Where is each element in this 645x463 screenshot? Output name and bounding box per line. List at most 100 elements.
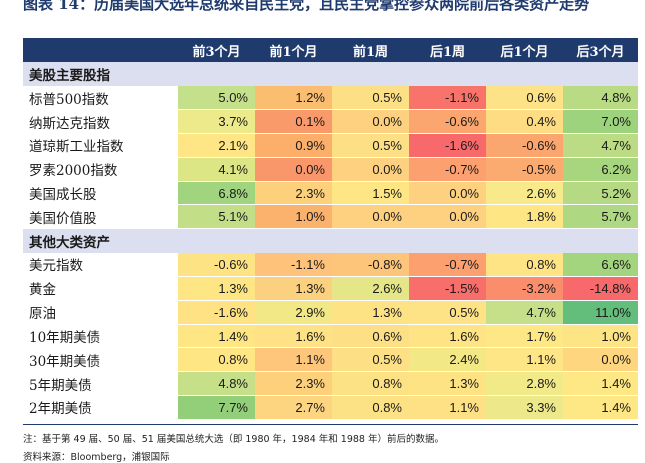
figure-title: 图表 14：历届美国大选年总统来自民主党，且民主党掌控参众两院前后各类资产走势: [23, 0, 590, 13]
column-header: 前1周: [332, 38, 409, 62]
return-cell: 3.3%: [486, 395, 563, 420]
column-header: 后1个月: [486, 38, 563, 62]
return-cell: 5.7%: [563, 204, 638, 229]
return-cell: 1.2%: [255, 86, 332, 110]
asset-performance-table: 前3个月 前1个月 前1周 后1周 后1个月 后3个月 美股主要股指标普500指数 5.0%…: [23, 38, 638, 420]
return-cell: 1.3%: [255, 276, 332, 301]
asset-name: 10年期美债: [29, 330, 101, 347]
footnote: 注：基于第 49 届、50 届、51 届美国总统大选（即 1980 年，1984…: [23, 434, 444, 445]
asset-name: 5年期美债: [29, 377, 92, 394]
return-cell: 1.4%: [178, 324, 255, 348]
return-cell: 5.0%: [178, 86, 255, 110]
return-cell: 2.3%: [255, 181, 332, 205]
return-cell: 11.0%: [563, 300, 638, 325]
return-cell: 0.0%: [332, 157, 409, 182]
return-cell: 1.1%: [255, 347, 332, 372]
return-cell: -0.7%: [409, 252, 486, 277]
return-cell: -1.6%: [409, 133, 486, 158]
return-cell: 7.0%: [563, 109, 638, 134]
section-header-row: 其他大类资产: [23, 228, 638, 253]
table-row: 2年期美债 7.7% 2.7% 0.8% 1.1% 3.3% 1.4%: [23, 395, 638, 420]
return-cell: 1.6%: [409, 324, 486, 348]
table-row: 标普500指数 5.0% 1.2% 0.5% -1.1% 0.6% 4.8%: [23, 86, 638, 110]
return-cell: 2.1%: [178, 133, 255, 158]
return-cell: -0.8%: [332, 252, 409, 277]
table-row: 原油 -1.6% 2.9% 1.3% 0.5% 4.7% 11.0%: [23, 300, 638, 325]
return-cell: 4.1%: [178, 157, 255, 182]
return-cell: 4.7%: [486, 300, 563, 325]
return-cell: 1.5%: [332, 181, 409, 205]
return-cell: 0.8%: [332, 395, 409, 420]
return-cell: 7.7%: [178, 395, 255, 420]
return-cell: -1.1%: [255, 252, 332, 277]
return-cell: 6.8%: [178, 181, 255, 205]
return-cell: 0.0%: [332, 109, 409, 134]
return-cell: 0.8%: [486, 252, 563, 277]
return-cell: 0.6%: [486, 86, 563, 110]
table-row: 5年期美债 4.8% 2.3% 0.8% 1.3% 2.8% 1.4%: [23, 371, 638, 396]
return-cell: -1.6%: [178, 300, 255, 325]
return-cell: 5.1%: [178, 204, 255, 229]
table-row: 30年期美债 0.8% 1.1% 0.5% 2.4% 1.1% 0.0%: [23, 347, 638, 372]
asset-name: 黄金: [29, 282, 56, 299]
table-row: 美国价值股 5.1% 1.0% 0.0% 0.0% 1.8% 5.7%: [23, 204, 638, 229]
return-cell: 4.7%: [563, 133, 638, 158]
return-cell: 0.8%: [332, 371, 409, 396]
asset-name: 美元指数: [29, 258, 83, 275]
table-row: 罗素2000指数 4.1% 0.0% 0.0% -0.7% -0.5% 6.2%: [23, 157, 638, 182]
return-cell: -0.5%: [486, 157, 563, 182]
asset-name: 原油: [29, 306, 56, 323]
return-cell: 0.5%: [332, 86, 409, 110]
table-row: 道琼斯工业指数 2.1% 0.9% 0.5% -1.6% -0.6% 4.7%: [23, 133, 638, 158]
section-header-row: 美股主要股指: [23, 62, 638, 86]
column-header: 前3个月: [178, 38, 255, 62]
table-row: 纳斯达克指数 3.7% 0.1% 0.0% -0.6% 0.4% 7.0%: [23, 109, 638, 134]
asset-name: 标普500指数: [29, 91, 109, 108]
return-cell: -14.8%: [563, 276, 638, 301]
column-header-row: 前3个月 前1个月 前1周 后1周 后1个月 后3个月: [23, 38, 638, 62]
return-cell: 6.6%: [563, 252, 638, 277]
return-cell: 0.6%: [332, 324, 409, 348]
table-row: 美国成长股 6.8% 2.3% 1.5% 0.0% 2.6% 5.2%: [23, 181, 638, 205]
header-corner: [23, 38, 178, 62]
asset-name: 罗素2000指数: [29, 163, 118, 180]
return-cell: 1.0%: [563, 324, 638, 348]
return-cell: -0.6%: [409, 109, 486, 134]
return-cell: 0.8%: [178, 347, 255, 372]
return-cell: 0.4%: [486, 109, 563, 134]
asset-name: 2年期美债: [29, 401, 92, 418]
return-cell: 2.7%: [255, 395, 332, 420]
return-cell: -0.6%: [486, 133, 563, 158]
return-cell: 1.4%: [563, 371, 638, 396]
return-cell: 0.1%: [255, 109, 332, 134]
return-cell: 1.4%: [563, 395, 638, 420]
asset-name: 30年期美债: [29, 353, 101, 370]
return-cell: 6.2%: [563, 157, 638, 182]
return-cell: 2.6%: [486, 181, 563, 205]
asset-name: 纳斯达克指数: [29, 115, 110, 132]
return-cell: -1.1%: [409, 86, 486, 110]
return-cell: 0.5%: [332, 133, 409, 158]
return-cell: 1.6%: [255, 324, 332, 348]
return-cell: -1.5%: [409, 276, 486, 301]
return-cell: 0.0%: [409, 204, 486, 229]
return-cell: 0.9%: [255, 133, 332, 158]
return-cell: 2.8%: [486, 371, 563, 396]
return-cell: 4.8%: [178, 371, 255, 396]
section-label: 美股主要股指: [23, 62, 638, 86]
column-header: 后1周: [409, 38, 486, 62]
footer-divider: [23, 424, 638, 425]
return-cell: 0.0%: [255, 157, 332, 182]
table-row: 美元指数 -0.6% -1.1% -0.8% -0.7% 0.8% 6.6%: [23, 252, 638, 277]
return-cell: 1.3%: [332, 300, 409, 325]
return-cell: 0.0%: [409, 181, 486, 205]
asset-name: 美国成长股: [29, 187, 97, 204]
return-cell: 1.1%: [486, 347, 563, 372]
return-cell: -3.2%: [486, 276, 563, 301]
return-cell: 2.6%: [332, 276, 409, 301]
return-cell: 0.5%: [332, 347, 409, 372]
return-cell: 0.0%: [563, 347, 638, 372]
asset-name: 美国价值股: [29, 210, 97, 227]
return-cell: 1.1%: [409, 395, 486, 420]
return-cell: 1.3%: [409, 371, 486, 396]
